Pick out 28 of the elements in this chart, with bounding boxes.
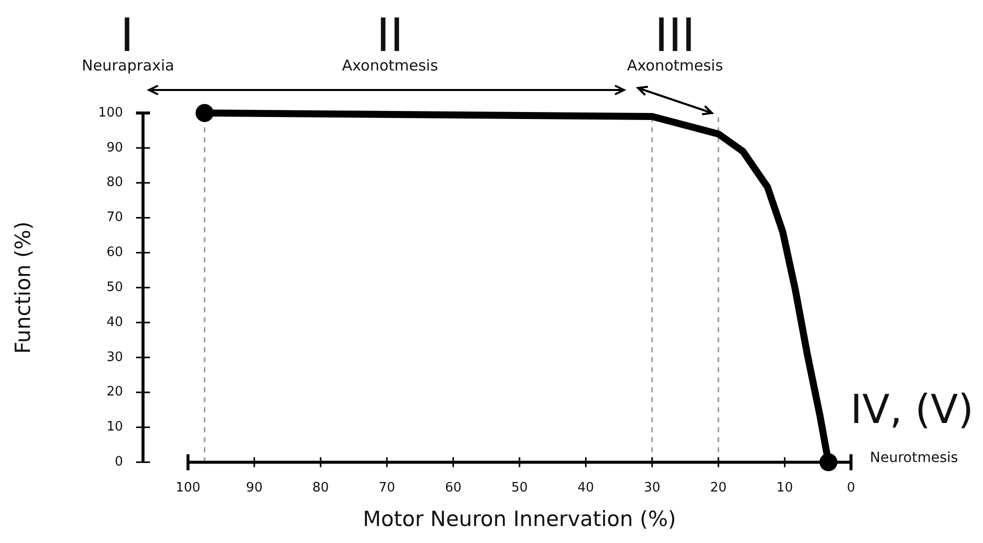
- y-tick-label: 90: [106, 140, 124, 156]
- x-tick-label: 100: [176, 480, 200, 496]
- x-tick-label: 70: [378, 480, 396, 496]
- text: Axonotmesis: [342, 56, 438, 74]
- y-tick-label: 50: [106, 280, 124, 295]
- y-tick-label: 100: [98, 105, 124, 120]
- x-tick-label: 60: [444, 480, 462, 496]
- x-tick-label: 40: [578, 480, 594, 496]
- y-axis-title: Function (%): [11, 221, 36, 354]
- x-tick-label: 0: [846, 480, 856, 496]
- y-tick-label: 40: [106, 314, 124, 330]
- x-tick-label: 30: [644, 480, 660, 496]
- y-tick-label: 80: [106, 175, 124, 190]
- x-tick-label: 80: [312, 480, 329, 496]
- x-tick-label: 20: [710, 480, 727, 496]
- y-tick-label: 10: [106, 420, 124, 435]
- x-tick-label: 50: [511, 480, 528, 496]
- y-tick-label: 0: [114, 454, 124, 470]
- y-tick-label: 60: [106, 245, 124, 260]
- x-tick-label: 90: [246, 480, 263, 496]
- y-tick-label: 20: [106, 384, 124, 400]
- annotation: IV, (V): [850, 387, 974, 433]
- text: Neurotmesis: [870, 450, 958, 466]
- x-tick-label: 10: [776, 480, 793, 496]
- text: Axonotmesis: [626, 56, 724, 74]
- y-tick-label: 30: [106, 350, 124, 365]
- x-axis-title: Motor Neuron Innervation (%): [362, 506, 676, 531]
- y-tick-label: 70: [106, 210, 124, 226]
